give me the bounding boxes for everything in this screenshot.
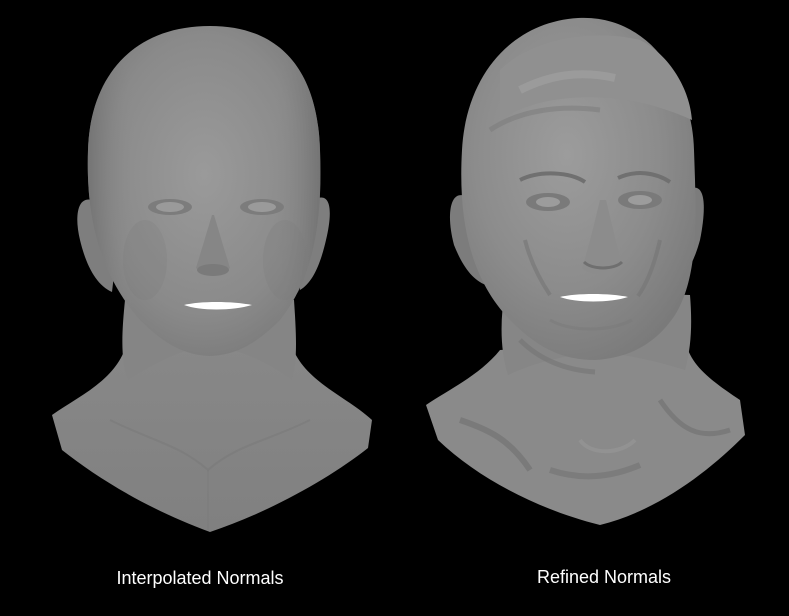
smooth-head-render: [52, 26, 372, 532]
chest-shape: [426, 340, 745, 525]
panel-interpolated: Interpolated Normals: [52, 26, 372, 588]
nose-shape: [582, 200, 622, 274]
caption-interpolated: Interpolated Normals: [116, 568, 284, 588]
refined-head-render: [426, 17, 745, 525]
panel-refined: Refined Normals: [400, 0, 789, 616]
mouth-highlight: [560, 294, 628, 302]
mouth-highlight: [184, 302, 252, 310]
nose-shape: [196, 215, 230, 274]
chest-shape: [52, 340, 372, 532]
caption-refined: Refined Normals: [536, 567, 672, 587]
